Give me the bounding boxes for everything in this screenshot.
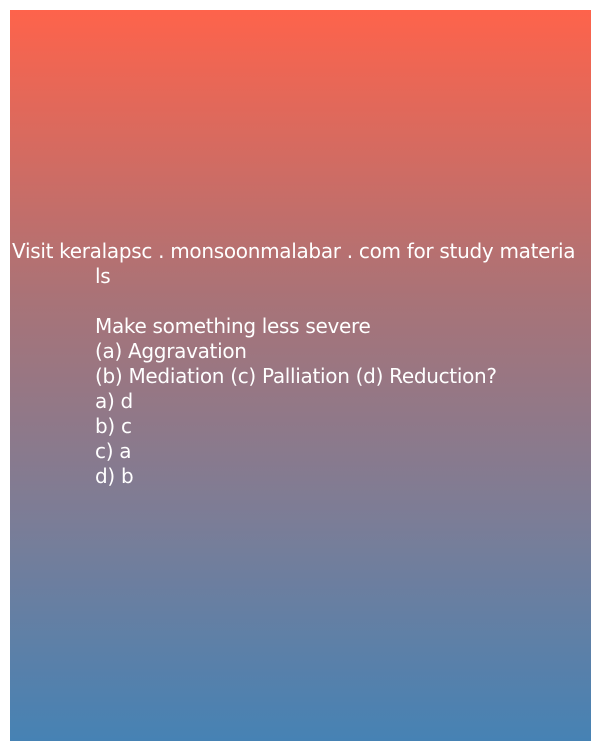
- answer-choice-c: c) a: [95, 439, 132, 463]
- answer-choice-d: d) b: [95, 464, 134, 488]
- answer-choice-b: b) c: [95, 414, 132, 438]
- header-line-1: Visit keralapsc . monsoonmalabar . com f…: [12, 239, 576, 263]
- question-option-a: (a) Aggravation: [95, 339, 247, 363]
- question-text: Make something less severe: [95, 314, 371, 338]
- question-card: Visit keralapsc . monsoonmalabar . com f…: [10, 10, 591, 741]
- answer-choice-a: a) d: [95, 389, 133, 413]
- header-line-2: ls: [95, 264, 111, 288]
- question-options-bcd: (b) Mediation (c) Palliation (d) Reducti…: [95, 364, 497, 388]
